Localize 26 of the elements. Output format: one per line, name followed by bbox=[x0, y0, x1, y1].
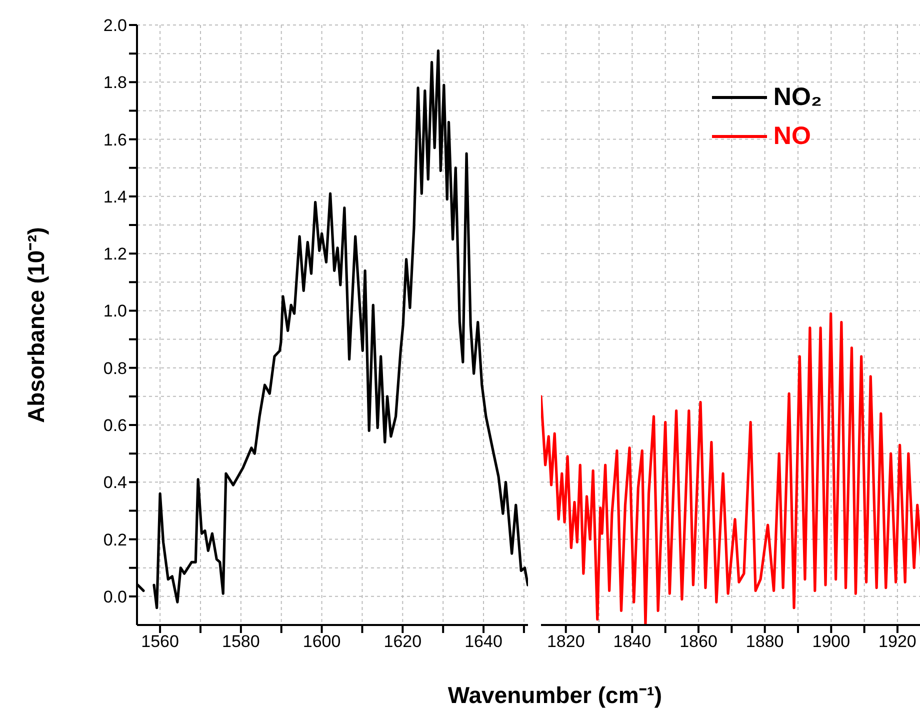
y-tick-label: 0.8 bbox=[103, 358, 127, 378]
y-tick-label: 1.8 bbox=[103, 73, 127, 92]
legend-label: NO₂ bbox=[773, 83, 822, 112]
y-axis-title: Absorbance (10⁻²) bbox=[23, 227, 50, 423]
x-axis-title: Wavenumber (cm⁻¹) bbox=[448, 681, 662, 710]
x-tick-label: 1840 bbox=[613, 632, 652, 652]
legend-label: NO bbox=[773, 122, 811, 151]
y-tick-label: 0.6 bbox=[103, 416, 127, 436]
x-tick-label: 1820 bbox=[546, 632, 585, 652]
y-tick-label: 2.0 bbox=[103, 16, 127, 36]
y-tick-label: 1.6 bbox=[103, 130, 127, 150]
y-tick-label: 0.2 bbox=[103, 530, 127, 550]
x-tick-label: 1880 bbox=[746, 632, 784, 652]
y-tick-label: 1.0 bbox=[103, 302, 127, 321]
x-tick-label: 1560 bbox=[141, 632, 179, 652]
x-tick-label: 1600 bbox=[302, 632, 341, 652]
x-tick-label: 1640 bbox=[464, 632, 502, 652]
y-tick-label: 0.0 bbox=[103, 587, 127, 606]
x-tick-label: 1620 bbox=[384, 632, 422, 652]
y-tick-label: 0.4 bbox=[103, 473, 127, 492]
x-tick-label: 1860 bbox=[680, 632, 718, 652]
y-tick-label: 1.2 bbox=[103, 244, 127, 264]
x-tick-label: 1900 bbox=[812, 632, 850, 652]
x-tick-label: 1580 bbox=[222, 632, 260, 652]
x-tick-label: 1920 bbox=[878, 632, 916, 652]
y-tick-label: 1.4 bbox=[103, 187, 127, 206]
